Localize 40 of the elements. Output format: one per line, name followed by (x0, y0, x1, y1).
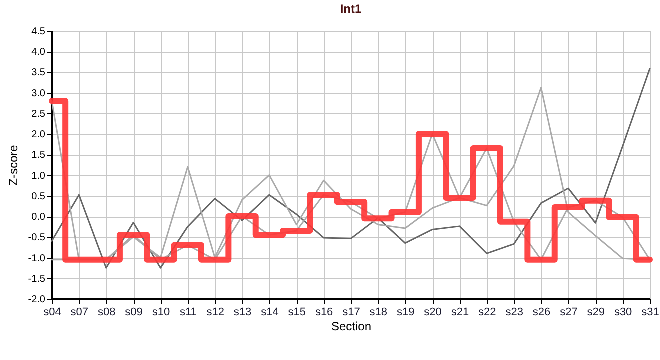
y-tick-label: 3.5 (32, 68, 46, 79)
y-tick-label: 2.5 (32, 108, 46, 120)
x-tick-label: s18 (370, 306, 388, 318)
x-tick-label: s22 (478, 306, 496, 318)
y-tick-label: 4.0 (32, 47, 46, 58)
x-tick-label: s23 (506, 306, 524, 318)
x-tick-label: s29 (587, 306, 606, 318)
x-tick-label: s08 (98, 306, 116, 318)
x-tick-label: s11 (180, 306, 197, 318)
x-tick-label: s16 (315, 306, 334, 318)
x-tick-label: s26 (532, 306, 551, 318)
x-tick-label: s10 (152, 306, 170, 318)
x-tick-label: s17 (342, 306, 360, 318)
x-tick-label: s20 (424, 306, 442, 318)
x-tick-label: s30 (614, 306, 632, 318)
y-tick-label: -2.0 (28, 294, 46, 306)
y-tick-label: 0.0 (32, 212, 46, 224)
x-tick-label: s31 (642, 306, 660, 318)
y-tick-label: 0.5 (32, 191, 46, 202)
x-tick-label: s07 (70, 306, 89, 318)
y-tick-label: -1.5 (28, 274, 46, 285)
x-tick-label: s14 (261, 306, 279, 318)
y-tick-label: 2.0 (32, 130, 46, 141)
x-tick-label: s09 (125, 306, 143, 318)
x-tick-label: s21 (451, 306, 470, 318)
y-tick-label: 1.0 (32, 170, 46, 182)
chart-title: Int1 (340, 2, 362, 16)
y-tick-label: -1.0 (28, 253, 46, 264)
x-tick-label: s13 (234, 306, 252, 318)
y-axis-title: Z-score (6, 144, 20, 186)
x-tick-label: s15 (288, 306, 306, 318)
y-tick-label: 3.0 (32, 88, 46, 100)
x-tick-label: s19 (396, 306, 415, 318)
y-tick-label: -0.5 (28, 232, 46, 244)
x-tick-label: s04 (44, 306, 62, 318)
x-axis-title: Section (331, 320, 372, 334)
x-tick-label: s12 (206, 306, 224, 318)
x-tick-label: s27 (560, 306, 578, 318)
y-tick-label: 1.5 (32, 150, 46, 162)
y-tick-label: 4.5 (32, 26, 46, 38)
